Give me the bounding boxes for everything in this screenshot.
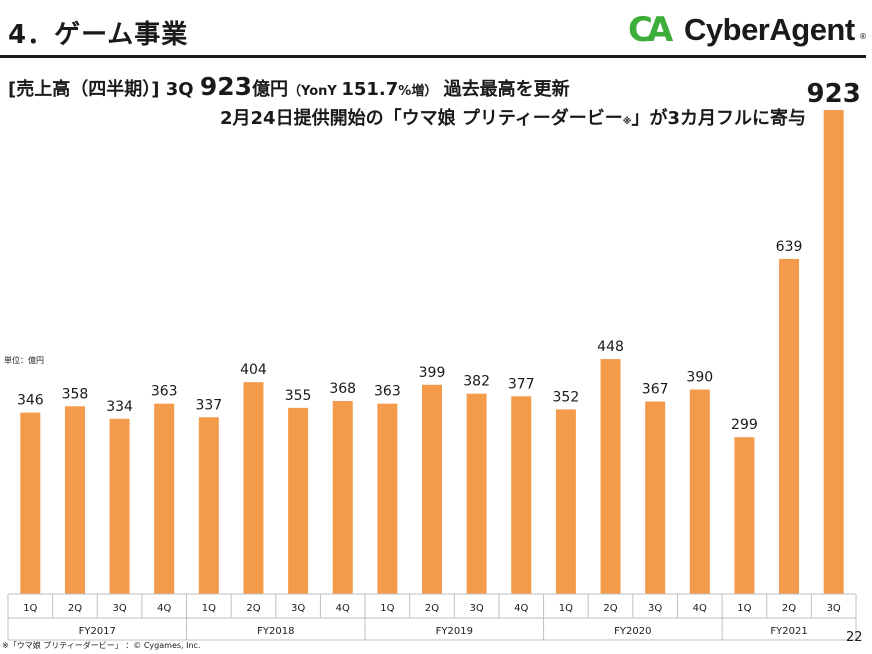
quarter-label-7: 4Q — [336, 603, 350, 614]
logo-registered-mark: ® — [859, 32, 867, 41]
quarter-label-10: 3Q — [470, 603, 484, 614]
quarter-label-9: 2Q — [425, 603, 439, 614]
bar-14 — [645, 401, 666, 594]
bar-value-label-10: 382 — [463, 374, 490, 390]
bar-value-label-13: 448 — [597, 339, 624, 355]
fy-label-1: FY2018 — [257, 626, 294, 637]
bar-8 — [377, 403, 398, 594]
quarter-label-12: 1Q — [559, 603, 573, 614]
bar-9 — [422, 384, 442, 594]
headline-line2-mark: ※ — [622, 117, 632, 127]
bar-13 — [600, 359, 621, 594]
logo-text: CyberAgent — [684, 12, 855, 47]
bar-value-label-5: 404 — [240, 362, 267, 378]
bar-value-label-7: 368 — [329, 381, 356, 397]
page-number: 22 — [846, 630, 863, 645]
bar-17 — [779, 258, 800, 594]
quarter-label-1: 2Q — [68, 603, 82, 614]
bar-10 — [466, 393, 487, 594]
headline-unit: 億円 — [252, 79, 288, 100]
bar-value-label-18: 923 — [807, 79, 861, 109]
headline-value: 923 — [199, 72, 252, 101]
page-title: 4．ゲーム事業 — [8, 20, 189, 50]
headline-yoy-value: 151.7 — [341, 79, 399, 100]
headline-yoy-open: （YonY — [288, 84, 342, 99]
bar-3 — [154, 403, 175, 594]
bar-4 — [198, 417, 219, 594]
quarter-label-18: 3Q — [827, 603, 841, 614]
bar-value-label-1: 358 — [62, 386, 89, 402]
bar-value-label-0: 346 — [17, 393, 44, 409]
bar-value-label-9: 399 — [419, 365, 446, 381]
quarter-label-2: 3Q — [112, 603, 126, 614]
quarter-label-6: 3Q — [291, 603, 305, 614]
fy-label-3: FY2020 — [614, 626, 651, 637]
quarter-label-8: 1Q — [380, 603, 394, 614]
bar-6 — [288, 407, 309, 594]
quarter-label-0: 1Q — [23, 603, 37, 614]
fy-label-2: FY2019 — [436, 626, 473, 637]
bar-18 — [823, 110, 844, 594]
quarter-label-3: 4Q — [157, 603, 171, 614]
bar-value-label-16: 299 — [731, 417, 758, 433]
footnote: ※「ウマ娘 プリティーダービー」 ：© Cygames, Inc. — [2, 641, 201, 650]
bar-12 — [555, 409, 576, 594]
bar-value-label-2: 334 — [106, 399, 133, 415]
headline-tail: 過去最高を更新 — [437, 79, 570, 100]
fy-label-0: FY2017 — [79, 626, 116, 637]
bar-value-label-4: 337 — [195, 397, 222, 413]
bar-value-label-15: 390 — [686, 369, 713, 385]
headline-line2: 2月24日提供開始の「ウマ娘 プリティーダービー※」が3カ月フルに寄与 — [220, 104, 806, 130]
cyberagent-logo: CA CyberAgent ® — [628, 10, 867, 50]
title-divider — [0, 55, 866, 58]
headline-line2-tail: 」が3カ月フルに寄与 — [631, 108, 807, 129]
bar-value-label-8: 363 — [374, 384, 401, 400]
bar-value-label-3: 363 — [151, 384, 178, 400]
headline-prefix: [売上高（四半期）] 3Q — [8, 79, 200, 100]
quarter-label-5: 2Q — [246, 603, 260, 614]
bar-11 — [511, 396, 532, 594]
quarter-label-15: 4Q — [693, 603, 707, 614]
quarter-label-17: 2Q — [782, 603, 796, 614]
bar-5 — [243, 382, 264, 594]
bar-16 — [734, 437, 755, 594]
unit-label: 単位：億円 — [4, 356, 44, 365]
headline-line2-main: 2月24日提供開始の「ウマ娘 プリティーダービー — [220, 108, 623, 129]
bar-value-label-12: 352 — [553, 389, 580, 405]
bar-value-label-17: 639 — [776, 239, 803, 255]
bar-value-label-11: 377 — [508, 376, 535, 392]
bar-value-label-14: 367 — [642, 382, 669, 398]
bar-0 — [20, 412, 41, 594]
quarter-label-14: 3Q — [648, 603, 662, 614]
headline-yoy-suffix: %増） — [398, 84, 438, 99]
bar-2 — [109, 418, 130, 594]
fy-label-4: FY2021 — [770, 626, 807, 637]
logo-mark-icon: CA — [628, 10, 673, 50]
bar-15 — [689, 389, 710, 594]
bar-7 — [332, 401, 353, 594]
quarter-label-13: 2Q — [603, 603, 617, 614]
headline: [売上高（四半期）] 3Q 923億円（YonY 151.7%増） 過去最高を更… — [8, 72, 570, 101]
quarter-label-16: 1Q — [737, 603, 751, 614]
quarter-label-11: 4Q — [514, 603, 528, 614]
quarter-label-4: 1Q — [202, 603, 216, 614]
bar-value-label-6: 355 — [285, 388, 312, 404]
bar-1 — [64, 406, 85, 594]
